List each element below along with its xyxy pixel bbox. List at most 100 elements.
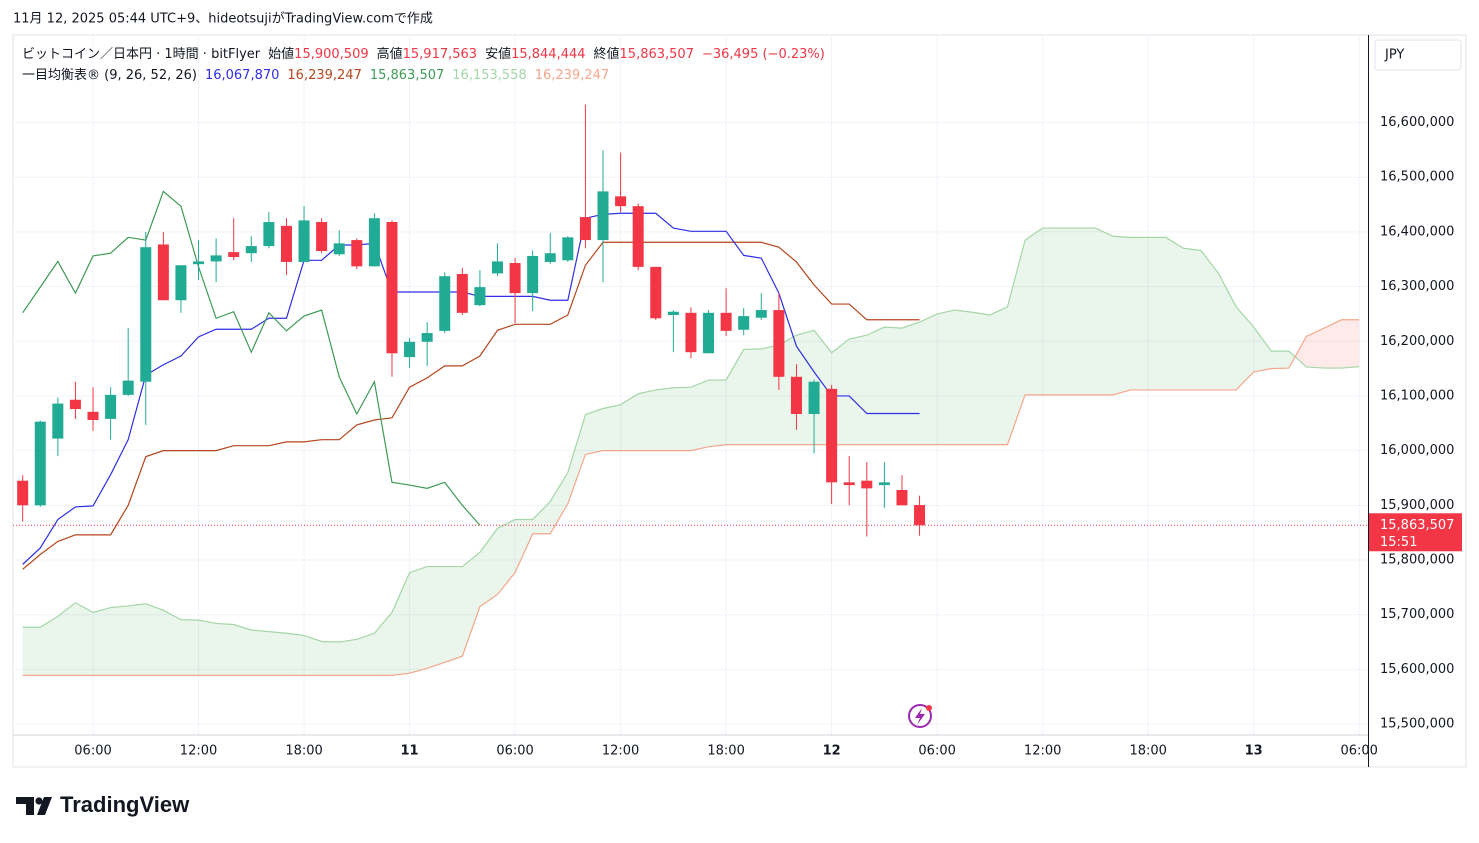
candle-body [105,394,117,419]
candle-body [685,312,697,353]
cloud [163,610,181,676]
brand-name: TradingView [60,792,190,817]
candle-body [843,482,855,486]
candle-body [738,316,750,330]
cloud [286,633,305,676]
x-tick-label: 12:00 [1024,744,1061,759]
cloud [339,639,357,676]
brand-logo [16,797,52,815]
candle-body [878,482,890,486]
candle-body [157,244,169,301]
candle-body [632,206,644,267]
candle-body [773,310,785,377]
cloud [110,605,129,676]
cloud [128,603,146,676]
candle-body [298,220,310,262]
cloud [1113,236,1131,395]
cloud [145,603,164,676]
candle-body [615,196,627,207]
cloud [1271,351,1289,369]
cloud [1218,273,1237,390]
y-tick-label: 16,400,000 [1380,224,1454,239]
cloud [1007,240,1026,445]
cloud [849,335,867,445]
ohlc-name: 安値 [485,46,511,62]
x-tick-label: 06:00 [496,744,533,759]
candle-body [333,243,345,255]
indicator-value: 16,067,870 [205,68,279,83]
cloud [585,408,604,455]
cloud [391,572,410,676]
cloud [673,387,691,451]
currency[interactable]: JPY [1384,48,1404,63]
x-tick-label: 11 [401,744,419,759]
cloud [1095,228,1114,395]
y-tick-label: 15,900,000 [1380,498,1454,513]
ohlc-name: 終値 [594,46,620,62]
candle-body [579,217,591,241]
cloud [1060,228,1078,395]
candle-body [87,411,99,420]
y-tick-label: 15,500,000 [1380,717,1454,732]
cloud [321,641,340,676]
cloud [550,472,568,534]
alert-icon[interactable] [908,704,932,728]
ohlc-value: 15,844,444 [511,47,585,62]
cloud [796,330,815,445]
candle-body [790,376,802,414]
countdown-label: 15:51 [1380,535,1417,550]
cloud [304,635,322,676]
cloud [884,327,902,445]
y-tick-label: 16,200,000 [1380,334,1454,349]
candle-body [421,333,433,342]
candle-body [597,191,609,241]
candle-body [34,421,46,506]
symbol: ビットコイン／日本円 · 1時間 · bitFlyer [22,47,261,62]
candle-body [351,240,363,267]
candle-body [456,273,468,313]
currency-box[interactable] [1374,39,1462,71]
candle-body [896,490,908,506]
candle-body [703,312,715,354]
legend-main: ビットコイン／日本円 · 1時間 · bitFlyer 始値15,900,509 高… [22,46,825,62]
candle-body [562,237,574,261]
indicator-value: 16,239,247 [287,68,361,83]
cloud [1341,319,1360,369]
y-tick-label: 15,600,000 [1380,662,1454,677]
x-tick-label: 06:00 [74,744,111,759]
cloud [567,414,586,504]
cloud [655,387,674,451]
cloud [866,327,885,445]
candle-body [755,310,767,318]
change: −36,495 (−0.23%) [702,47,825,62]
cloud [603,404,621,451]
plot [13,104,1368,676]
indicator-line [22,190,481,526]
cloud [1130,237,1149,390]
x-tick-label: 18:00 [285,744,322,759]
y-tick-label: 16,600,000 [1380,115,1454,130]
grid [13,35,1368,735]
candle-body [245,246,257,254]
cloud [93,607,111,676]
cloud [479,528,498,607]
cloud [497,519,516,595]
candle-body [826,388,838,483]
legend-indicator: 一目均衡表® (9, 26, 52, 26) 16,067,870 16,239,2… [22,68,609,83]
candle-body [404,341,416,358]
cloud [690,380,709,451]
candle-body [228,252,240,258]
cloud [638,389,656,451]
candle-body [316,222,328,252]
candle-body [808,381,820,414]
y-tick-label: 15,700,000 [1380,607,1454,622]
indicator-value: 16,153,558 [452,68,526,83]
x-tick-label: 12:00 [602,744,639,759]
cloud [1042,228,1061,395]
cloud [22,627,41,676]
cloud [75,602,94,676]
x-tick-label: 06:00 [918,744,955,759]
cloud [1200,250,1219,390]
candle-body [491,261,503,274]
